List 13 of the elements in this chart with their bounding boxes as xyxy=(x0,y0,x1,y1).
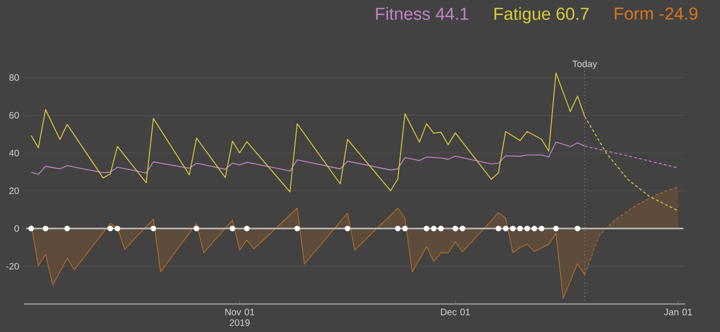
text: Form -24.9 xyxy=(614,7,698,20)
y-tick-label: 0 xyxy=(14,225,19,232)
text: Fatigue 60.7 xyxy=(494,7,589,24)
y-tick-label: -20 xyxy=(6,262,19,270)
y-tick-label: 60 xyxy=(9,112,19,119)
y-tick-label: 20 xyxy=(9,187,19,194)
ref-line-label: Today xyxy=(572,60,598,69)
x-tick-label: Dec 01 xyxy=(441,308,470,316)
y-tick-label: 40 xyxy=(9,150,19,156)
y-tick-label: 80 xyxy=(9,74,19,81)
x-tick-label: Jan 01 xyxy=(664,308,692,316)
text: Fitness 44.1 xyxy=(376,7,468,20)
x-tick-label: Nov 01 2019 xyxy=(225,308,254,326)
